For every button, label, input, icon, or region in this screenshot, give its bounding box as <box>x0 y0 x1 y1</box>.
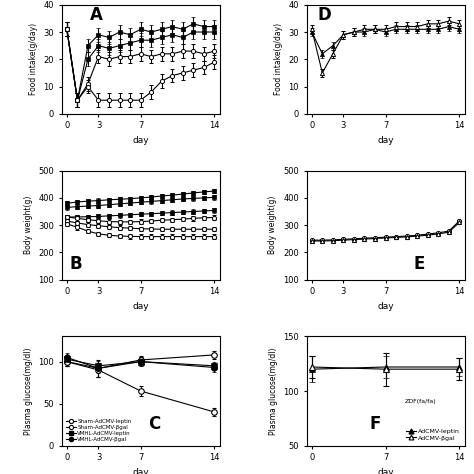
Y-axis label: Food intake(g/day): Food intake(g/day) <box>273 23 283 95</box>
Text: D: D <box>318 6 331 24</box>
Y-axis label: Body weight(g): Body weight(g) <box>24 196 33 255</box>
Text: C: C <box>148 415 161 433</box>
X-axis label: day: day <box>377 468 394 474</box>
Y-axis label: Body weight(g): Body weight(g) <box>268 196 277 255</box>
Y-axis label: Plasma glucose(mg/dl): Plasma glucose(mg/dl) <box>24 347 33 435</box>
Y-axis label: Plasma glucose(mg/dl): Plasma glucose(mg/dl) <box>269 347 278 435</box>
Text: E: E <box>414 255 425 273</box>
Text: B: B <box>70 255 82 273</box>
X-axis label: day: day <box>377 302 394 311</box>
Legend: Sham-AdCMV-leptin, Sham-AdCMV-βgal, VMHL-AdCMV-leptin, VMHL-AdCMV-βgal: Sham-AdCMV-leptin, Sham-AdCMV-βgal, VMHL… <box>64 418 133 443</box>
X-axis label: day: day <box>132 468 149 474</box>
Legend: AdCMV-leptin, AdCMV-βgal: AdCMV-leptin, AdCMV-βgal <box>404 427 461 442</box>
Y-axis label: Food intake(g/day): Food intake(g/day) <box>29 23 38 95</box>
X-axis label: day: day <box>132 136 149 145</box>
Text: ZDF(fa/fa): ZDF(fa/fa) <box>404 399 436 404</box>
Text: F: F <box>370 415 381 433</box>
Text: A: A <box>90 6 103 24</box>
X-axis label: day: day <box>377 136 394 145</box>
X-axis label: day: day <box>132 302 149 311</box>
